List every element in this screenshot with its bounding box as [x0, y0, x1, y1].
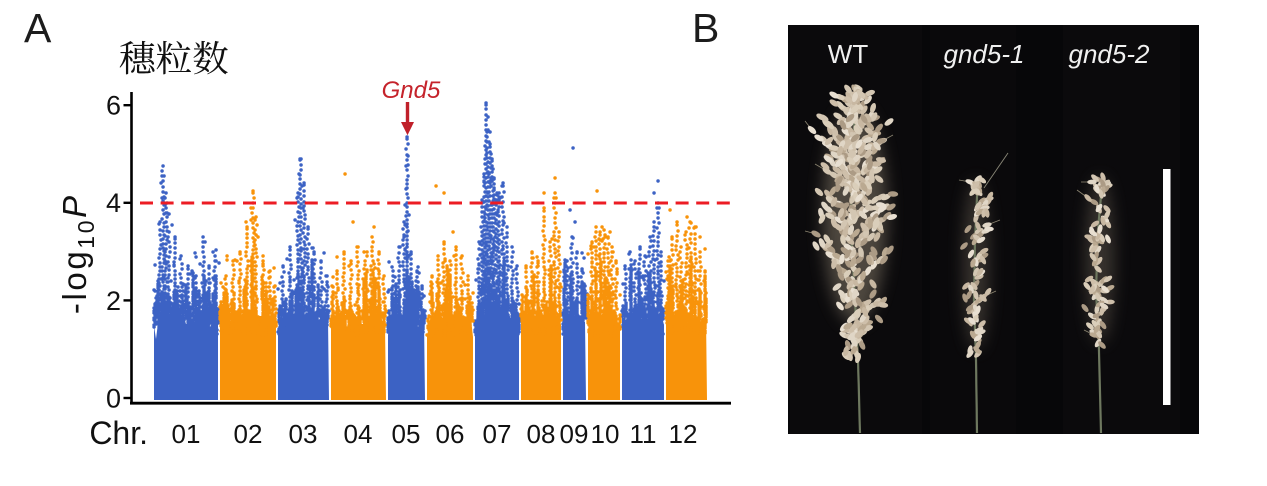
svg-text:10: 10 — [591, 419, 620, 449]
svg-text:Gnd5: Gnd5 — [382, 77, 441, 104]
svg-text:4: 4 — [106, 188, 121, 218]
svg-text:12: 12 — [669, 419, 698, 449]
svg-text:-log10P: -log10P — [56, 196, 99, 314]
svg-text:04: 04 — [344, 419, 373, 449]
svg-text:2: 2 — [106, 286, 121, 316]
svg-text:02: 02 — [234, 419, 263, 449]
svg-text:WT: WT — [828, 39, 869, 69]
svg-text:05: 05 — [392, 419, 421, 449]
svg-text:08: 08 — [527, 419, 556, 449]
svg-text:gnd5-2: gnd5-2 — [1069, 39, 1150, 69]
svg-text:6: 6 — [106, 91, 121, 121]
svg-text:01: 01 — [172, 419, 201, 449]
svg-text:Chr.: Chr. — [89, 415, 148, 451]
svg-text:A: A — [24, 5, 52, 51]
svg-text:09: 09 — [560, 419, 589, 449]
svg-text:gnd5-1: gnd5-1 — [944, 39, 1025, 69]
svg-text:0: 0 — [106, 384, 121, 414]
svg-text:03: 03 — [289, 419, 318, 449]
svg-text:11: 11 — [630, 419, 657, 449]
svg-text:B: B — [692, 5, 719, 51]
svg-text:07: 07 — [483, 419, 512, 449]
svg-text:06: 06 — [436, 419, 465, 449]
